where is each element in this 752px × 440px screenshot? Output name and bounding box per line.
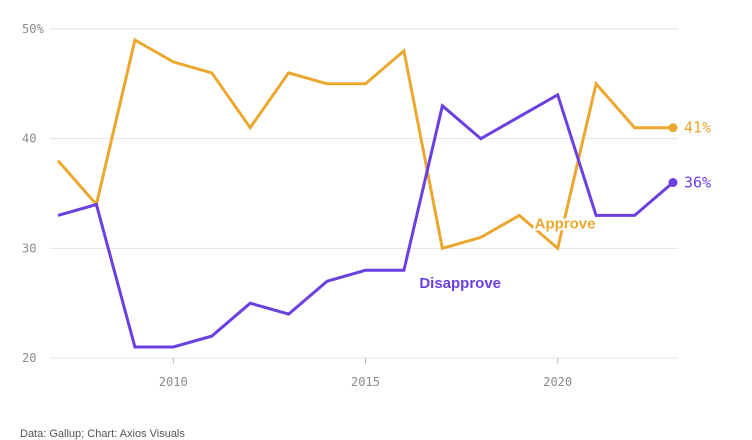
x-tick-label: 2015 xyxy=(351,375,380,389)
disapprove-end-label: 36% xyxy=(684,174,711,192)
disapprove-series-label: Disapprove xyxy=(419,275,501,292)
y-tick-label: 20 xyxy=(22,351,36,365)
grid xyxy=(50,28,678,359)
x-axis: 2010 2015 2020 xyxy=(159,358,572,389)
x-tick-label: 2020 xyxy=(543,375,572,389)
approve-series-label: Approve xyxy=(535,216,596,233)
approve-end-label: 41% xyxy=(684,119,711,137)
disapprove-end-point xyxy=(668,178,678,188)
x-tick-label: 2010 xyxy=(159,375,188,389)
source-note: Data: Gallup; Chart: Axios Visuals xyxy=(20,428,185,440)
approve-end-point xyxy=(668,123,678,133)
y-tick-label: 40 xyxy=(22,132,36,146)
y-axis: 20 30 40 50% xyxy=(22,22,44,365)
annotations: 41% Approve 36% Disapprove xyxy=(417,119,711,294)
disapprove-line xyxy=(57,92,674,349)
approve-line xyxy=(56,37,673,252)
y-tick-label: 30 xyxy=(22,241,36,255)
series xyxy=(56,37,678,349)
y-tick-label: 50% xyxy=(22,22,44,36)
